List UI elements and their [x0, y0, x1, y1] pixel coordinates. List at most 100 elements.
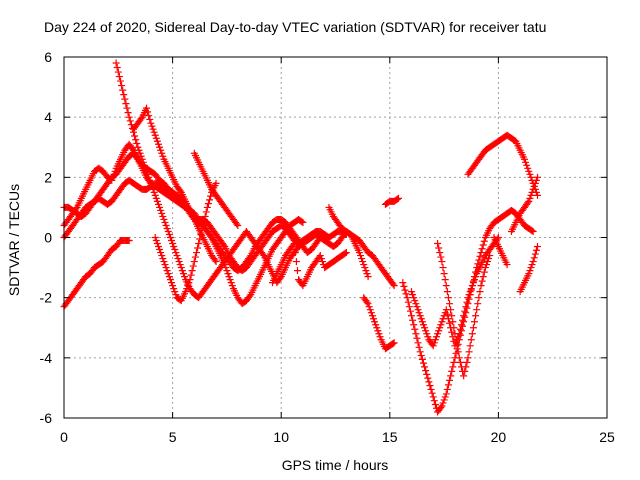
data-point — [125, 237, 133, 245]
data-point — [370, 315, 378, 323]
data-point — [532, 246, 540, 254]
data-point — [362, 267, 370, 275]
data-point — [186, 276, 194, 284]
data-point — [150, 128, 158, 136]
data-point — [126, 117, 134, 125]
data-point — [430, 339, 438, 347]
data-point — [198, 226, 206, 234]
data-point — [153, 137, 161, 145]
data-point — [166, 276, 174, 284]
data-point — [400, 282, 408, 290]
data-point — [341, 249, 349, 257]
data-point — [418, 318, 426, 326]
data-point — [449, 318, 457, 326]
data-point — [185, 279, 193, 287]
data-point — [450, 324, 458, 332]
y-tick-label: 6 — [44, 49, 52, 65]
data-point — [437, 403, 445, 411]
data-point — [212, 258, 220, 266]
data-point — [450, 358, 458, 366]
data-point — [234, 221, 242, 229]
data-point — [299, 218, 307, 226]
data-point — [179, 270, 187, 278]
data-point — [206, 196, 214, 204]
data-point — [366, 306, 374, 314]
x-tick-label: 25 — [599, 429, 615, 445]
data-point — [292, 258, 300, 266]
data-point — [469, 279, 477, 287]
data-point — [443, 310, 451, 318]
x-tick-label: 15 — [382, 429, 398, 445]
data-point — [220, 241, 228, 249]
data-point — [224, 270, 232, 278]
data-point — [147, 179, 155, 187]
data-point — [422, 327, 430, 335]
data-point — [393, 195, 401, 203]
data-point — [151, 131, 159, 139]
data-point — [176, 261, 184, 269]
data-point — [156, 203, 164, 211]
data-point — [225, 273, 233, 281]
data-point — [462, 363, 470, 371]
data-point — [148, 182, 156, 190]
data-point — [459, 316, 467, 324]
data-point — [447, 372, 455, 380]
data-point — [173, 252, 181, 260]
data-point — [164, 270, 172, 278]
data-point — [409, 316, 417, 324]
data-point — [411, 297, 419, 305]
data-point — [223, 267, 231, 275]
data-point — [425, 378, 433, 386]
data-point — [434, 330, 442, 338]
data-point — [466, 342, 474, 350]
data-point — [474, 300, 482, 308]
data-point — [453, 342, 461, 350]
data-point — [159, 255, 167, 263]
data-point — [446, 300, 454, 308]
chart-title: Day 224 of 2020, Sidereal Day-to-day VTE… — [44, 19, 547, 35]
data-point — [529, 258, 537, 266]
data-point — [444, 294, 452, 302]
data-point — [444, 381, 452, 389]
data-point — [162, 221, 170, 229]
data-point — [146, 176, 154, 184]
data-point — [415, 343, 423, 351]
data-point — [437, 253, 445, 261]
data-point — [529, 227, 537, 235]
data-point — [528, 261, 536, 269]
data-point — [199, 221, 207, 229]
data-point — [410, 294, 418, 302]
data-point — [448, 367, 456, 375]
data-point — [165, 230, 173, 238]
data-point — [523, 161, 531, 169]
data-point — [161, 218, 169, 226]
data-point — [163, 267, 171, 275]
data-point — [290, 240, 298, 248]
data-point — [467, 285, 475, 293]
data-point — [163, 224, 171, 232]
data-point — [149, 185, 157, 193]
data-point — [423, 370, 431, 378]
data-point — [472, 312, 480, 320]
data-point — [159, 152, 167, 160]
data-point — [416, 348, 424, 356]
data-point — [145, 112, 153, 120]
x-tick-label: 5 — [169, 429, 177, 445]
data-point — [157, 249, 165, 257]
data-point — [367, 309, 375, 317]
data-point — [476, 252, 484, 260]
data-point — [415, 309, 423, 317]
x-tick-label: 10 — [273, 429, 289, 445]
data-point — [464, 294, 472, 302]
data-point — [318, 258, 326, 266]
data-point — [533, 243, 541, 251]
data-point — [152, 134, 160, 142]
data-point — [439, 399, 447, 407]
data-point — [531, 250, 539, 258]
axis-ticks: 0 5 10 15 20 25 -6 -4 -2 0 2 4 6 — [40, 49, 615, 445]
data-point — [414, 339, 422, 347]
data-point — [195, 240, 203, 248]
data-point — [477, 249, 485, 257]
data-point — [526, 194, 534, 202]
data-point — [187, 271, 195, 279]
